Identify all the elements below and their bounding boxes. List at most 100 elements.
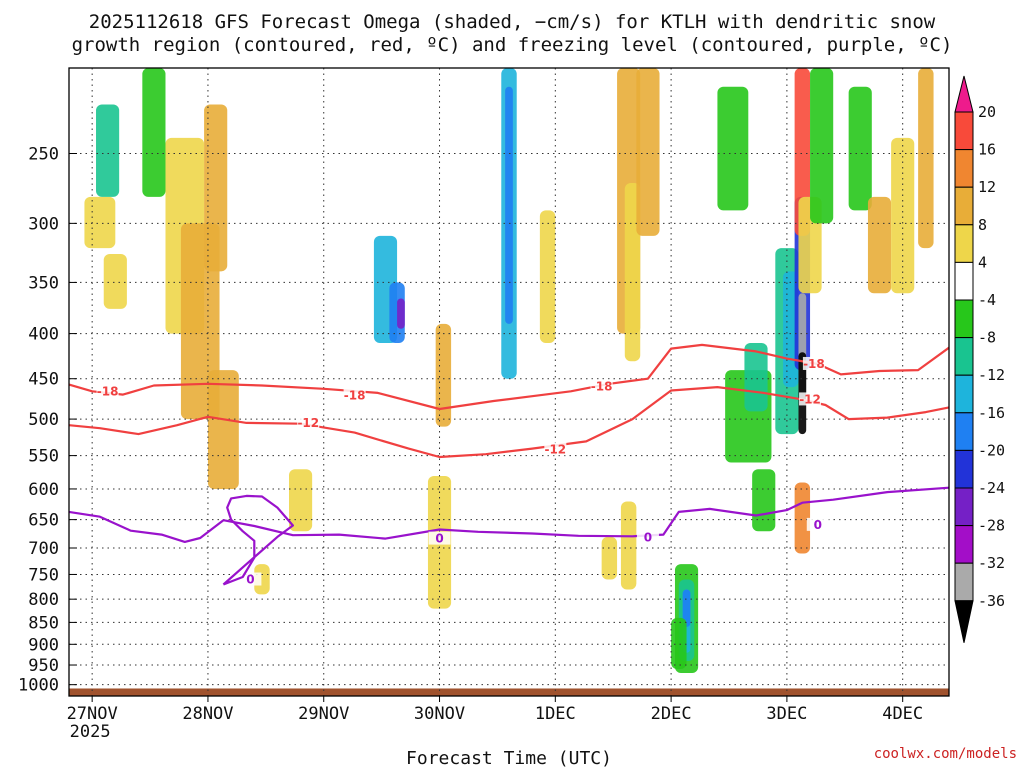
y-tick-label-950: 950 <box>28 656 59 676</box>
colorbar-label-8: -16 <box>978 404 1005 422</box>
colorbar-seg-6 <box>954 299 974 339</box>
y-tick-label-350: 350 <box>28 273 59 293</box>
contour-label-bg-0-1 <box>343 388 366 402</box>
omega-shade-41 <box>891 137 915 294</box>
contour-label-0-2: -18 <box>591 379 613 393</box>
contour-2 <box>68 486 950 543</box>
contour-label-bg-0-2 <box>590 379 613 393</box>
y-tick-label-800: 800 <box>28 590 59 610</box>
omega-shade-8 <box>96 104 120 197</box>
colorbar-seg-1 <box>954 111 974 151</box>
colorbar-seg-10 <box>954 449 974 489</box>
y-tick-label-750: 750 <box>28 565 59 585</box>
colorbar-label-0: 20 <box>978 103 996 121</box>
contour-label-bg-2-2 <box>806 517 829 531</box>
contour-label-bg-1-1 <box>544 442 567 456</box>
omega-shade-0 <box>84 196 116 249</box>
y-tick-label-500: 500 <box>28 410 59 430</box>
y-tick-label-400: 400 <box>28 325 59 345</box>
colorbar-seg-12 <box>954 525 974 564</box>
contour-label-2-2: 0 <box>814 518 822 532</box>
x-tick-label-4DEC: 4DEC <box>882 704 923 724</box>
contour-label-bg-2-0 <box>428 531 451 545</box>
omega-shade-43 <box>671 617 687 670</box>
omega-shade-16 <box>505 86 513 324</box>
colorbar-label-9: -20 <box>978 441 1005 459</box>
x-tick-label-29NOV: 29NOV <box>298 704 349 724</box>
x-tick-label-1DEC: 1DEC <box>535 704 576 724</box>
omega-shade-3 <box>180 223 220 420</box>
colorbar-arrow-bottom <box>954 600 974 643</box>
contour-label-2-1: 0 <box>644 530 652 544</box>
colorbar-label-7: -12 <box>978 366 1005 384</box>
x-year-label: 2025 <box>70 722 111 742</box>
colorbar-label-4: 4 <box>978 253 987 271</box>
contour-label-bg-2-1 <box>636 530 659 544</box>
colorbar-seg-3 <box>954 186 974 226</box>
y-tick-label-650: 650 <box>28 511 59 531</box>
x-tick-label-2DEC: 2DEC <box>651 704 692 724</box>
x-tick-label-3DEC: 3DEC <box>766 704 807 724</box>
omega-shade-39 <box>848 86 872 211</box>
contour-label-0-3: -18 <box>803 357 825 371</box>
chart-title-line1: 2025112618 GFS Forecast Omega (shaded, −… <box>89 11 936 33</box>
x-tick-label-27NOV: 27NOV <box>67 704 118 724</box>
colorbar-seg-8 <box>954 374 974 414</box>
omega-shade-7 <box>142 68 166 197</box>
omega-shade-44 <box>601 536 618 580</box>
omega-shade-37 <box>794 482 811 554</box>
y-tick-label-250: 250 <box>28 144 59 164</box>
contour-label-1-1: -12 <box>544 442 566 456</box>
omega-shade-4 <box>207 370 239 489</box>
colorbar-label-5: -4 <box>978 291 996 309</box>
contour-label-0-1: -18 <box>344 388 366 402</box>
colorbar-label-1: 16 <box>978 141 996 159</box>
omega-shade-38 <box>810 68 834 224</box>
contour-label-bg-0-0 <box>96 384 119 398</box>
omega-shade-17 <box>539 210 556 344</box>
colorbar-seg-11 <box>954 487 974 527</box>
omega-shade-9 <box>254 564 270 595</box>
colorbar-label-6: -8 <box>978 329 996 347</box>
omega-shade-35 <box>794 68 811 236</box>
colorbar: 20 16 12 8 4 -4 -8 -12 -16 -20 -24 -28 -32 -36 <box>954 75 1005 643</box>
contour-label-bg-1-2 <box>799 392 822 406</box>
omega-shade-12 <box>397 298 405 329</box>
plot-area: 2503003504004505005506006507007508008509… <box>18 67 950 742</box>
contour-1 <box>68 386 950 459</box>
y-tick-label-900: 900 <box>28 635 59 655</box>
y-tick-label-300: 300 <box>28 214 59 234</box>
colorbar-label-10: -24 <box>978 479 1005 497</box>
colorbar-label-12: -32 <box>978 554 1005 572</box>
contour-label-2-3: 0 <box>246 573 254 587</box>
contour-label-0-0: -18 <box>97 384 119 398</box>
colorbar-label-3: 8 <box>978 216 987 234</box>
omega-shade-28 <box>744 343 768 412</box>
colorbar-label-13: -36 <box>978 592 1005 610</box>
plot-frame <box>68 67 950 697</box>
ground-band <box>69 688 949 696</box>
omega-shade-5 <box>204 104 228 272</box>
colorbar-seg-5 <box>954 261 974 301</box>
x-tick-label-28NOV: 28NOV <box>182 704 233 724</box>
x-tick-label-30NOV: 30NOV <box>414 704 465 724</box>
omega-shade-25 <box>682 589 691 627</box>
contour-label-1-2: -12 <box>799 392 821 406</box>
contour-3 <box>222 494 294 586</box>
contour-label-bg-2-3 <box>239 572 262 586</box>
y-tick-label-450: 450 <box>28 370 59 390</box>
omega-shade-42 <box>918 68 934 249</box>
contour-label-1-0: -12 <box>297 416 319 430</box>
x-axis-label: Forecast Time (UTC) <box>406 748 612 768</box>
y-tick-label-700: 700 <box>28 539 59 559</box>
colorbar-seg-2 <box>954 149 974 188</box>
contour-label-bg-1-0 <box>297 415 320 429</box>
colorbar-seg-13 <box>954 562 974 602</box>
colorbar-seg-7 <box>954 337 974 376</box>
colorbar-arrow-top <box>954 75 974 113</box>
contour-label-bg-0-3 <box>802 356 825 370</box>
colorbar-seg-9 <box>954 412 974 451</box>
omega-shade-21 <box>636 68 660 236</box>
credit-text: coolwx.com/models <box>874 746 1017 762</box>
